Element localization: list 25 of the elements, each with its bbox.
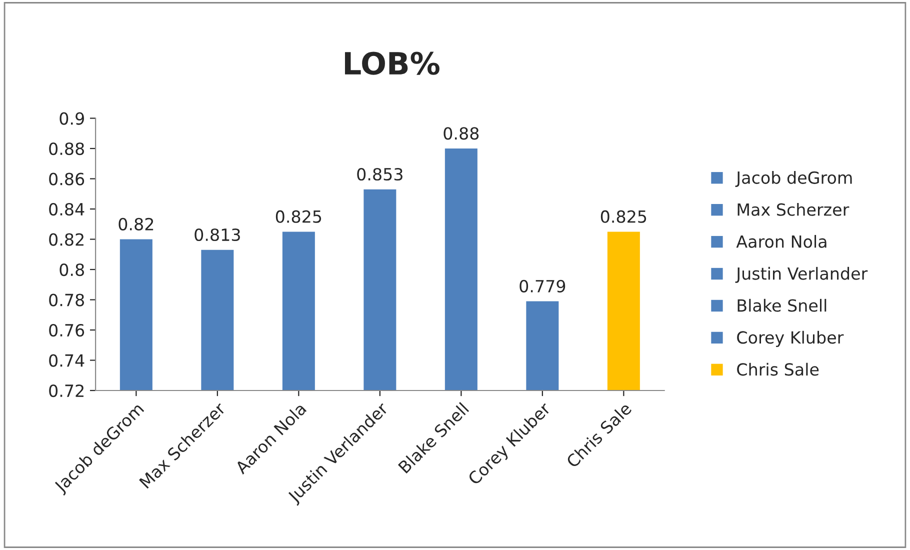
y-tick-label: 0.88	[49, 142, 84, 156]
y-tick-label: 0.86	[49, 172, 84, 186]
data-label: 0.82	[118, 218, 154, 230]
legend-label: Corey Kluber	[737, 330, 844, 347]
y-tick-label: 0.8	[60, 263, 84, 276]
y-tick-label: 0.74	[49, 354, 84, 367]
y-tick-label: 0.78	[49, 294, 84, 306]
y-tick-label: 0.82	[49, 233, 84, 246]
y-tick-label: 0.9	[60, 112, 84, 125]
legend-label: Blake Snell	[738, 298, 826, 312]
data-label: 0.825	[276, 210, 322, 223]
data-label: 0.813	[194, 228, 240, 242]
legend-label: Max Scherzer	[738, 203, 850, 216]
legend-label: Chris Sale	[737, 362, 819, 376]
data-label: 0.853	[357, 168, 402, 181]
data-label: 0.825	[600, 210, 646, 223]
legend-label: Justin Verlander	[735, 266, 868, 283]
data-label: 0.88	[444, 127, 479, 140]
legend-label: Jacob deGrom	[735, 171, 852, 188]
legend-label: Aaron Nola	[736, 234, 826, 248]
y-tick-label: 0.72	[49, 384, 84, 398]
data-label: 0.779	[520, 280, 566, 292]
chart-title: LOB%	[344, 52, 440, 75]
y-tick-label: 0.84	[49, 202, 84, 216]
y-tick-label: 0.76	[49, 324, 84, 337]
